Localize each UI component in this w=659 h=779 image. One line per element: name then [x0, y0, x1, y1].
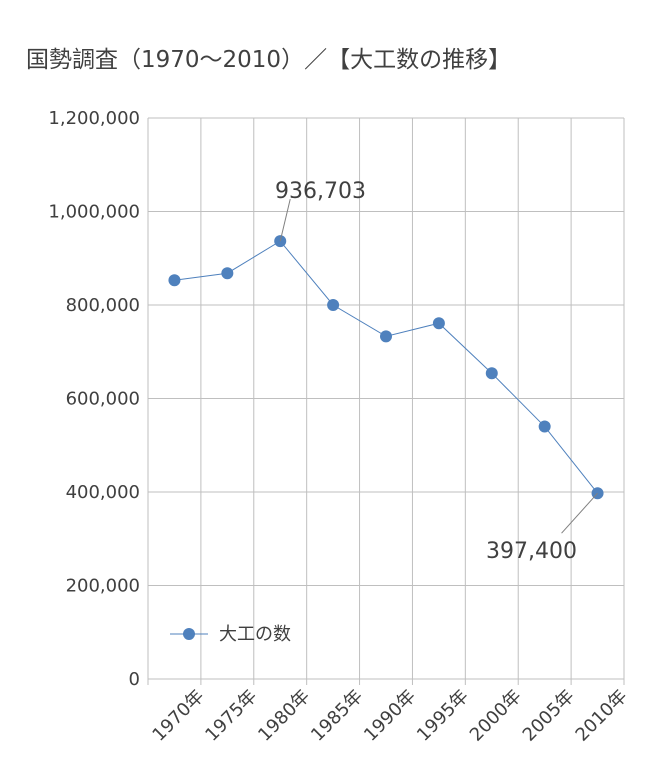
x-axis-ticks: 1970年1975年1980年1985年1990年1995年2000年2005年…	[148, 686, 631, 746]
grid-lines	[147, 117, 625, 685]
legend-label: 大工の数	[219, 624, 291, 645]
data-point	[485, 367, 498, 380]
y-tick-label: 200,000	[66, 576, 140, 597]
data-points	[168, 235, 604, 500]
data-point	[538, 420, 551, 433]
data-point	[221, 267, 234, 280]
x-tick-label: 1985年	[307, 686, 367, 746]
x-tick-label: 1990年	[360, 686, 420, 746]
x-tick-label: 1970年	[148, 686, 208, 746]
y-tick-label: 0	[129, 669, 140, 690]
annotation-label: 397,400	[486, 539, 577, 564]
y-tick-label: 800,000	[66, 295, 140, 316]
x-tick-label: 1980年	[254, 686, 314, 746]
data-point	[168, 274, 181, 287]
y-tick-label: 1,000,000	[48, 202, 140, 223]
data-point	[380, 330, 392, 343]
annotation-label: 936,703	[275, 179, 366, 204]
x-tick-label: 2000年	[466, 686, 526, 746]
data-point	[327, 299, 340, 311]
x-tick-label: 2005年	[519, 686, 579, 746]
y-tick-label: 400,000	[66, 482, 140, 503]
y-tick-label: 1,200,000	[48, 108, 140, 129]
chart-title: 国勢調査（1970〜2010）／【大工数の推移】	[26, 47, 512, 73]
y-tick-label: 600,000	[66, 389, 140, 410]
legend: 大工の数	[170, 624, 291, 645]
data-point	[432, 317, 445, 330]
x-tick-label: 1995年	[413, 686, 473, 746]
x-tick-label: 2010年	[572, 686, 632, 746]
legend-dot-marker	[183, 628, 195, 640]
annotation-leader	[279, 198, 291, 242]
annotations: 936,703 397,400	[275, 179, 598, 564]
series-line	[174, 240, 598, 494]
y-axis-ticks: 0 200,000 400,000 600,000 800,000 1,000,000 1,…	[48, 108, 140, 690]
x-tick-label: 1975年	[201, 686, 261, 746]
annotation-leader	[561, 492, 598, 534]
